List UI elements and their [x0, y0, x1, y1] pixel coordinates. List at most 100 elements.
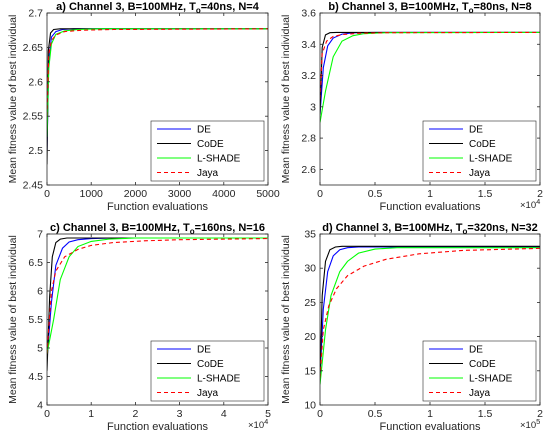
- subplot-1: 0 0.5 1 1.5 2 2.6 2.8 3 3.2 3.4 3.6 ×104 Function ev…: [280, 1, 543, 213]
- x-tick-label: 0: [317, 408, 323, 420]
- y-axis-label: Mean fitness value of best individual: [280, 15, 292, 184]
- y-axis-label: Mean fitness value of best individual: [7, 15, 19, 184]
- y-axis-label: Mean fitness value of best individual: [280, 235, 292, 404]
- series-line-jaya: [320, 31, 540, 100]
- chart-title-main: c) Channel 3, B=100MHz, T: [50, 222, 190, 234]
- legend: DE CoDE L-SHADE Jaya: [150, 340, 265, 402]
- x-tick-label: 1: [427, 408, 433, 420]
- x-tick-label: 0: [317, 188, 323, 200]
- legend-label: CoDE: [469, 139, 496, 150]
- legend-label: DE: [469, 125, 483, 136]
- legend-label: DE: [197, 345, 211, 356]
- legend: DE CoDE L-SHADE Jaya: [150, 120, 265, 182]
- y-tick-label: 10: [304, 400, 316, 412]
- chart-title: b) Channel 3, B=100MHz, To=80ns, N=8: [328, 1, 531, 15]
- chart-title: c) Channel 3, B=100MHz, To=160ns, N=16: [50, 222, 265, 236]
- chart-title-main: d) Channel 3, B=100MHz, T: [322, 222, 463, 234]
- x-exponent-power: 5: [536, 417, 540, 426]
- series-line-de: [320, 246, 540, 378]
- x-axis-label: Function evaluations: [380, 421, 481, 433]
- legend-label: L-SHADE: [469, 154, 513, 165]
- chart-title: d) Channel 3, B=100MHz, To=320ns, N=32: [322, 222, 538, 236]
- x-tick-label: 0: [44, 408, 50, 420]
- x-exponent-power: 4: [536, 197, 540, 206]
- y-tick-label: 2.7: [28, 8, 43, 20]
- legend-label: Jaya: [197, 388, 219, 399]
- legend-label: L-SHADE: [197, 374, 241, 385]
- x-exponent-label: ×105: [520, 417, 540, 431]
- x-tick-label: 0: [44, 188, 50, 200]
- legend: DE CoDE L-SHADE Jaya: [422, 340, 537, 402]
- series-line-code: [47, 237, 268, 371]
- legend-label: CoDE: [197, 359, 224, 370]
- y-tick-label: 4.5: [28, 371, 43, 383]
- legend-box: [150, 120, 265, 182]
- y-tick-label: 4: [37, 400, 43, 412]
- legend-box: [422, 120, 537, 182]
- x-tick-label: 3: [177, 408, 183, 420]
- chart-title-main: a) Channel 3, B=100MHz, T: [56, 1, 196, 13]
- legend-box: [422, 340, 537, 402]
- y-tick-label: 6.5: [28, 257, 43, 269]
- series-line-l-shade: [320, 247, 540, 385]
- legend-label: DE: [197, 125, 211, 136]
- y-tick-label: 3.2: [301, 70, 316, 82]
- chart-title-subscript: o: [469, 6, 474, 15]
- x-tick-label: 5: [265, 408, 271, 420]
- legend-label: Jaya: [469, 388, 491, 399]
- legend-label: CoDE: [197, 139, 224, 150]
- x-axis-label: Function evaluations: [107, 421, 208, 433]
- legend-label: Jaya: [469, 168, 491, 179]
- y-tick-label: 3: [310, 101, 316, 113]
- y-tick-label: 7: [37, 229, 43, 241]
- series-line-jaya: [47, 238, 268, 354]
- legend-label: DE: [469, 345, 483, 356]
- x-tick-label: 1.5: [478, 188, 493, 200]
- y-tick-label: 20: [304, 331, 316, 343]
- subplot-3: 0 0.5 1 1.5 2 10 15 20 25 30 35 ×105 Function evalua…: [280, 222, 543, 433]
- chart-title-main: b) Channel 3, B=100MHz, T: [328, 1, 469, 13]
- x-tick-label: 2: [537, 408, 543, 420]
- x-axis-label: Function evaluations: [107, 201, 208, 213]
- series-line-code: [320, 31, 540, 115]
- y-tick-label: 2.55: [23, 111, 44, 123]
- series-line-l-shade: [47, 237, 268, 354]
- y-tick-label: 2.5: [28, 145, 43, 157]
- legend: DE CoDE L-SHADE Jaya: [422, 120, 537, 182]
- x-tick-label: 1: [88, 408, 94, 420]
- x-tick-label: 1: [427, 188, 433, 200]
- x-axis-label: Function evaluations: [380, 201, 481, 213]
- y-tick-label: 15: [304, 365, 316, 377]
- y-tick-label: 2.65: [23, 42, 44, 54]
- x-tick-label: 1000: [80, 188, 104, 200]
- legend-label: CoDE: [469, 359, 496, 370]
- legend-label: L-SHADE: [469, 374, 513, 385]
- x-exponent-power: 4: [264, 417, 268, 426]
- subplot-0: 0 1000 2000 3000 4000 5000 2.45 2.5 2.55 2.6 2.65 2…: [7, 1, 280, 213]
- x-tick-label: 0.5: [368, 408, 383, 420]
- x-exponent-label: ×104: [520, 197, 540, 211]
- y-tick-label: 3.6: [301, 8, 316, 20]
- legend-label: Jaya: [197, 168, 219, 179]
- chart-title-subscript: o: [196, 6, 201, 15]
- y-tick-label: 2.8: [301, 133, 316, 145]
- chart-title-tail: =80ns, N=8: [474, 1, 532, 13]
- y-axis-label: Mean fitness value of best individual: [7, 235, 19, 404]
- x-exponent-label: ×104: [248, 417, 268, 431]
- legend-label: L-SHADE: [197, 154, 241, 165]
- y-tick-label: 2.6: [301, 164, 316, 176]
- x-tick-label: 4000: [212, 188, 236, 200]
- series-line-l-shade: [320, 31, 540, 123]
- series-line-jaya: [320, 247, 540, 378]
- y-tick-label: 35: [304, 229, 316, 241]
- y-tick-label: 5.5: [28, 314, 43, 326]
- series-line-l-shade: [47, 28, 268, 137]
- y-tick-label: 3.4: [301, 39, 316, 51]
- x-tick-label: 2: [537, 188, 543, 200]
- x-tick-label: 5000: [256, 188, 280, 200]
- y-tick-label: 25: [304, 297, 316, 309]
- chart-title-subscript: o: [463, 227, 468, 236]
- axes-box: [46, 12, 269, 186]
- x-tick-label: 2000: [124, 188, 148, 200]
